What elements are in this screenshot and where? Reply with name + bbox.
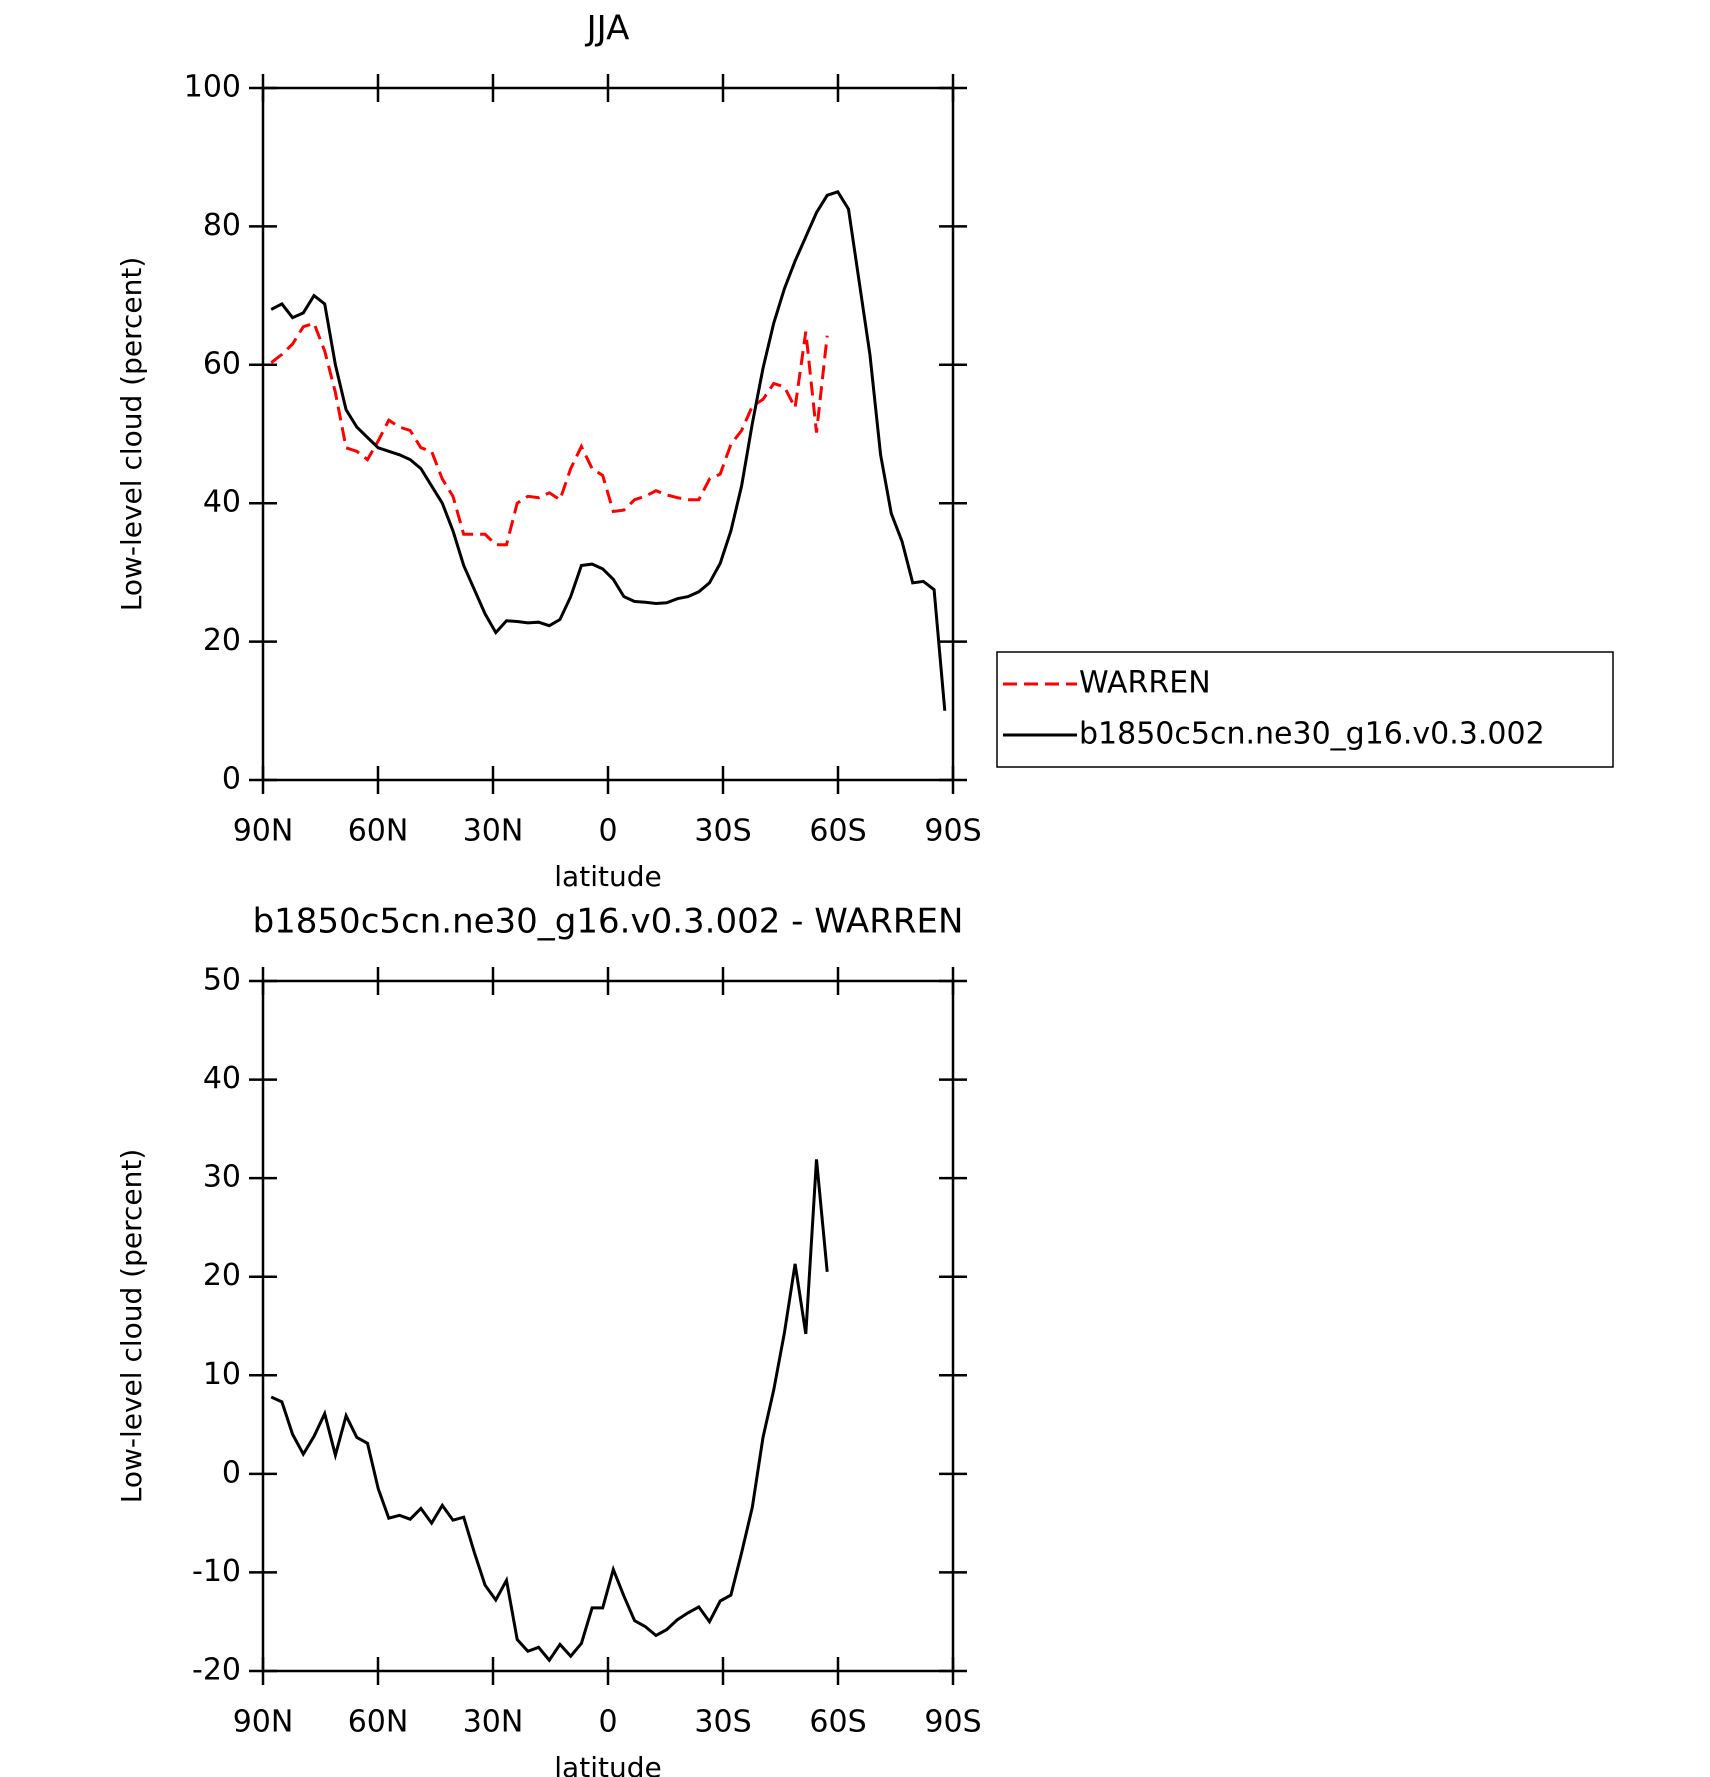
y-axis-label: Low-level cloud (percent) — [115, 257, 148, 612]
x-tick-label: 60S — [809, 814, 866, 849]
data-line — [270, 1159, 829, 1663]
y-tick-label: 0 — [222, 1455, 241, 1490]
y-tick-label: 30 — [203, 1160, 241, 1195]
y-tick-label: 60 — [203, 346, 241, 381]
x-tick-label: 30S — [694, 1705, 751, 1740]
y-axis-label: Low-level cloud (percent) — [115, 1149, 148, 1504]
x-tick-label: 90S — [924, 814, 981, 849]
y-tick-label: 10 — [203, 1357, 241, 1392]
x-tick-label: 30N — [463, 1705, 524, 1740]
y-tick-label: 0 — [222, 762, 241, 797]
y-tick-label: 20 — [203, 1258, 241, 1293]
x-tick-label: 90N — [233, 1705, 294, 1740]
plot-frame — [261, 979, 955, 1673]
x-tick-label: 90S — [924, 1705, 981, 1740]
x-axis-label: latitude — [554, 860, 661, 893]
legend-label: WARREN — [1079, 666, 1211, 701]
x-axis-label: latitude — [554, 1751, 661, 1777]
y-tick-label: 100 — [184, 70, 241, 105]
legend-box — [996, 651, 1614, 768]
y-tick-label: 40 — [203, 485, 241, 520]
y-tick-label: 40 — [203, 1061, 241, 1096]
x-tick-label: 60N — [348, 1705, 409, 1740]
legend-label: b1850c5cn.ne30_g16.v0.3.002 — [1079, 717, 1545, 752]
x-tick-label: 90N — [233, 814, 294, 849]
y-tick-label: 50 — [203, 963, 241, 998]
chart-title: JJA — [585, 9, 630, 49]
x-tick-label: 30N — [463, 814, 524, 849]
x-tick-label: 0 — [598, 814, 617, 849]
y-tick-label: 80 — [203, 208, 241, 243]
chart-title: b1850c5cn.ne30_g16.v0.3.002 - WARREN — [253, 902, 964, 942]
data-line — [270, 190, 947, 711]
x-tick-label: 60N — [348, 814, 409, 849]
y-tick-label: -10 — [192, 1554, 241, 1589]
y-tick-label: -20 — [192, 1653, 241, 1688]
x-tick-label: 0 — [598, 1705, 617, 1740]
data-line — [270, 321, 829, 547]
y-tick-label: 20 — [203, 623, 241, 658]
plot-frame — [261, 86, 955, 782]
x-tick-label: 60S — [809, 1705, 866, 1740]
x-tick-label: 30S — [694, 814, 751, 849]
